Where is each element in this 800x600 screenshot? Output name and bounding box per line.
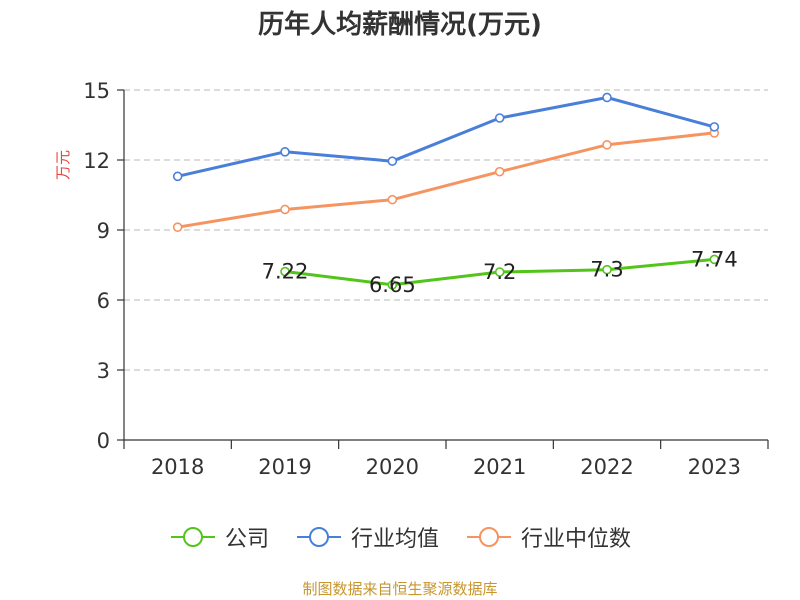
series-line-1 (176, 96, 716, 178)
series (172, 92, 720, 290)
point-s1-2020 (387, 156, 398, 166)
point-s1-2021 (494, 113, 505, 123)
x-tick-label-2022: 2022 (580, 455, 633, 479)
source-note: 制图数据来自恒生聚源数据库 (302, 580, 498, 598)
legend-label-company: 公司 (224, 527, 269, 552)
y-tick-label-3: 3 (97, 359, 110, 383)
gridlines (124, 89, 768, 371)
x-tick-label-2020: 2020 (366, 455, 419, 479)
legend-item-company[interactable]: 公司 (169, 521, 269, 553)
legend-marker-company (170, 527, 215, 547)
y-tick-label-12: 12 (83, 149, 110, 173)
data-labels: 7.22 6.65 7.2 7.3 7.74 (262, 247, 738, 296)
legend-marker-industry-mean (296, 527, 341, 547)
data-label-company-2022: 7.3 (590, 258, 623, 282)
point-s0-2022 (602, 264, 612, 275)
legend-marker-industry-median (467, 527, 511, 547)
point-s1-2022 (602, 92, 612, 103)
point-s0-2023 (709, 254, 720, 265)
point-s2-2021 (494, 166, 505, 177)
y-tick-label-0: 0 (97, 429, 110, 453)
point-s2-2019 (280, 204, 290, 215)
legend-label-industry-mean: 行业均值 (350, 527, 439, 552)
point-s2-2022 (602, 140, 612, 150)
data-label-company-2020: 6.65 (369, 273, 416, 297)
axes: 0 3 6 9 12 15 万元 2018 2019 2020 2021 2022 2023 (54, 79, 769, 479)
point-s2-2018 (172, 222, 183, 232)
point-s1-2019 (280, 147, 290, 157)
legend-label-industry-median: 行业中位数 (521, 527, 632, 552)
data-label-company-2021: 7.2 (483, 260, 516, 284)
y-tick-label-15: 15 (83, 79, 110, 103)
point-s2-2020 (387, 194, 398, 205)
point-s0-2019 (280, 266, 290, 277)
data-label-company-2019: 7.22 (262, 260, 309, 284)
x-tick-label-2021: 2021 (473, 455, 526, 479)
chart-title: 历年人均薪酬情况(万元) (258, 10, 542, 40)
legend: 公司 行业均值 行业中位数 (0, 521, 800, 553)
legend-item-industry-median[interactable]: 行业中位数 (465, 521, 631, 553)
point-s0-2021 (494, 267, 505, 277)
legend-item-industry-mean[interactable]: 行业均值 (295, 521, 439, 553)
x-tick-label-2018: 2018 (151, 455, 204, 479)
point-s1-2018 (172, 171, 183, 182)
y-tick-label-6: 6 (97, 289, 110, 313)
x-tick-label-2019: 2019 (258, 455, 311, 479)
y-tick-label-9: 9 (97, 219, 110, 243)
data-label-company-2023: 7.74 (691, 247, 738, 271)
point-s1-2023 (709, 122, 720, 132)
x-tick-label-2023: 2023 (688, 455, 741, 479)
point-s0-2020 (387, 280, 398, 290)
series-line-2 (176, 131, 716, 229)
y-axis-label: 万元 (54, 150, 72, 180)
